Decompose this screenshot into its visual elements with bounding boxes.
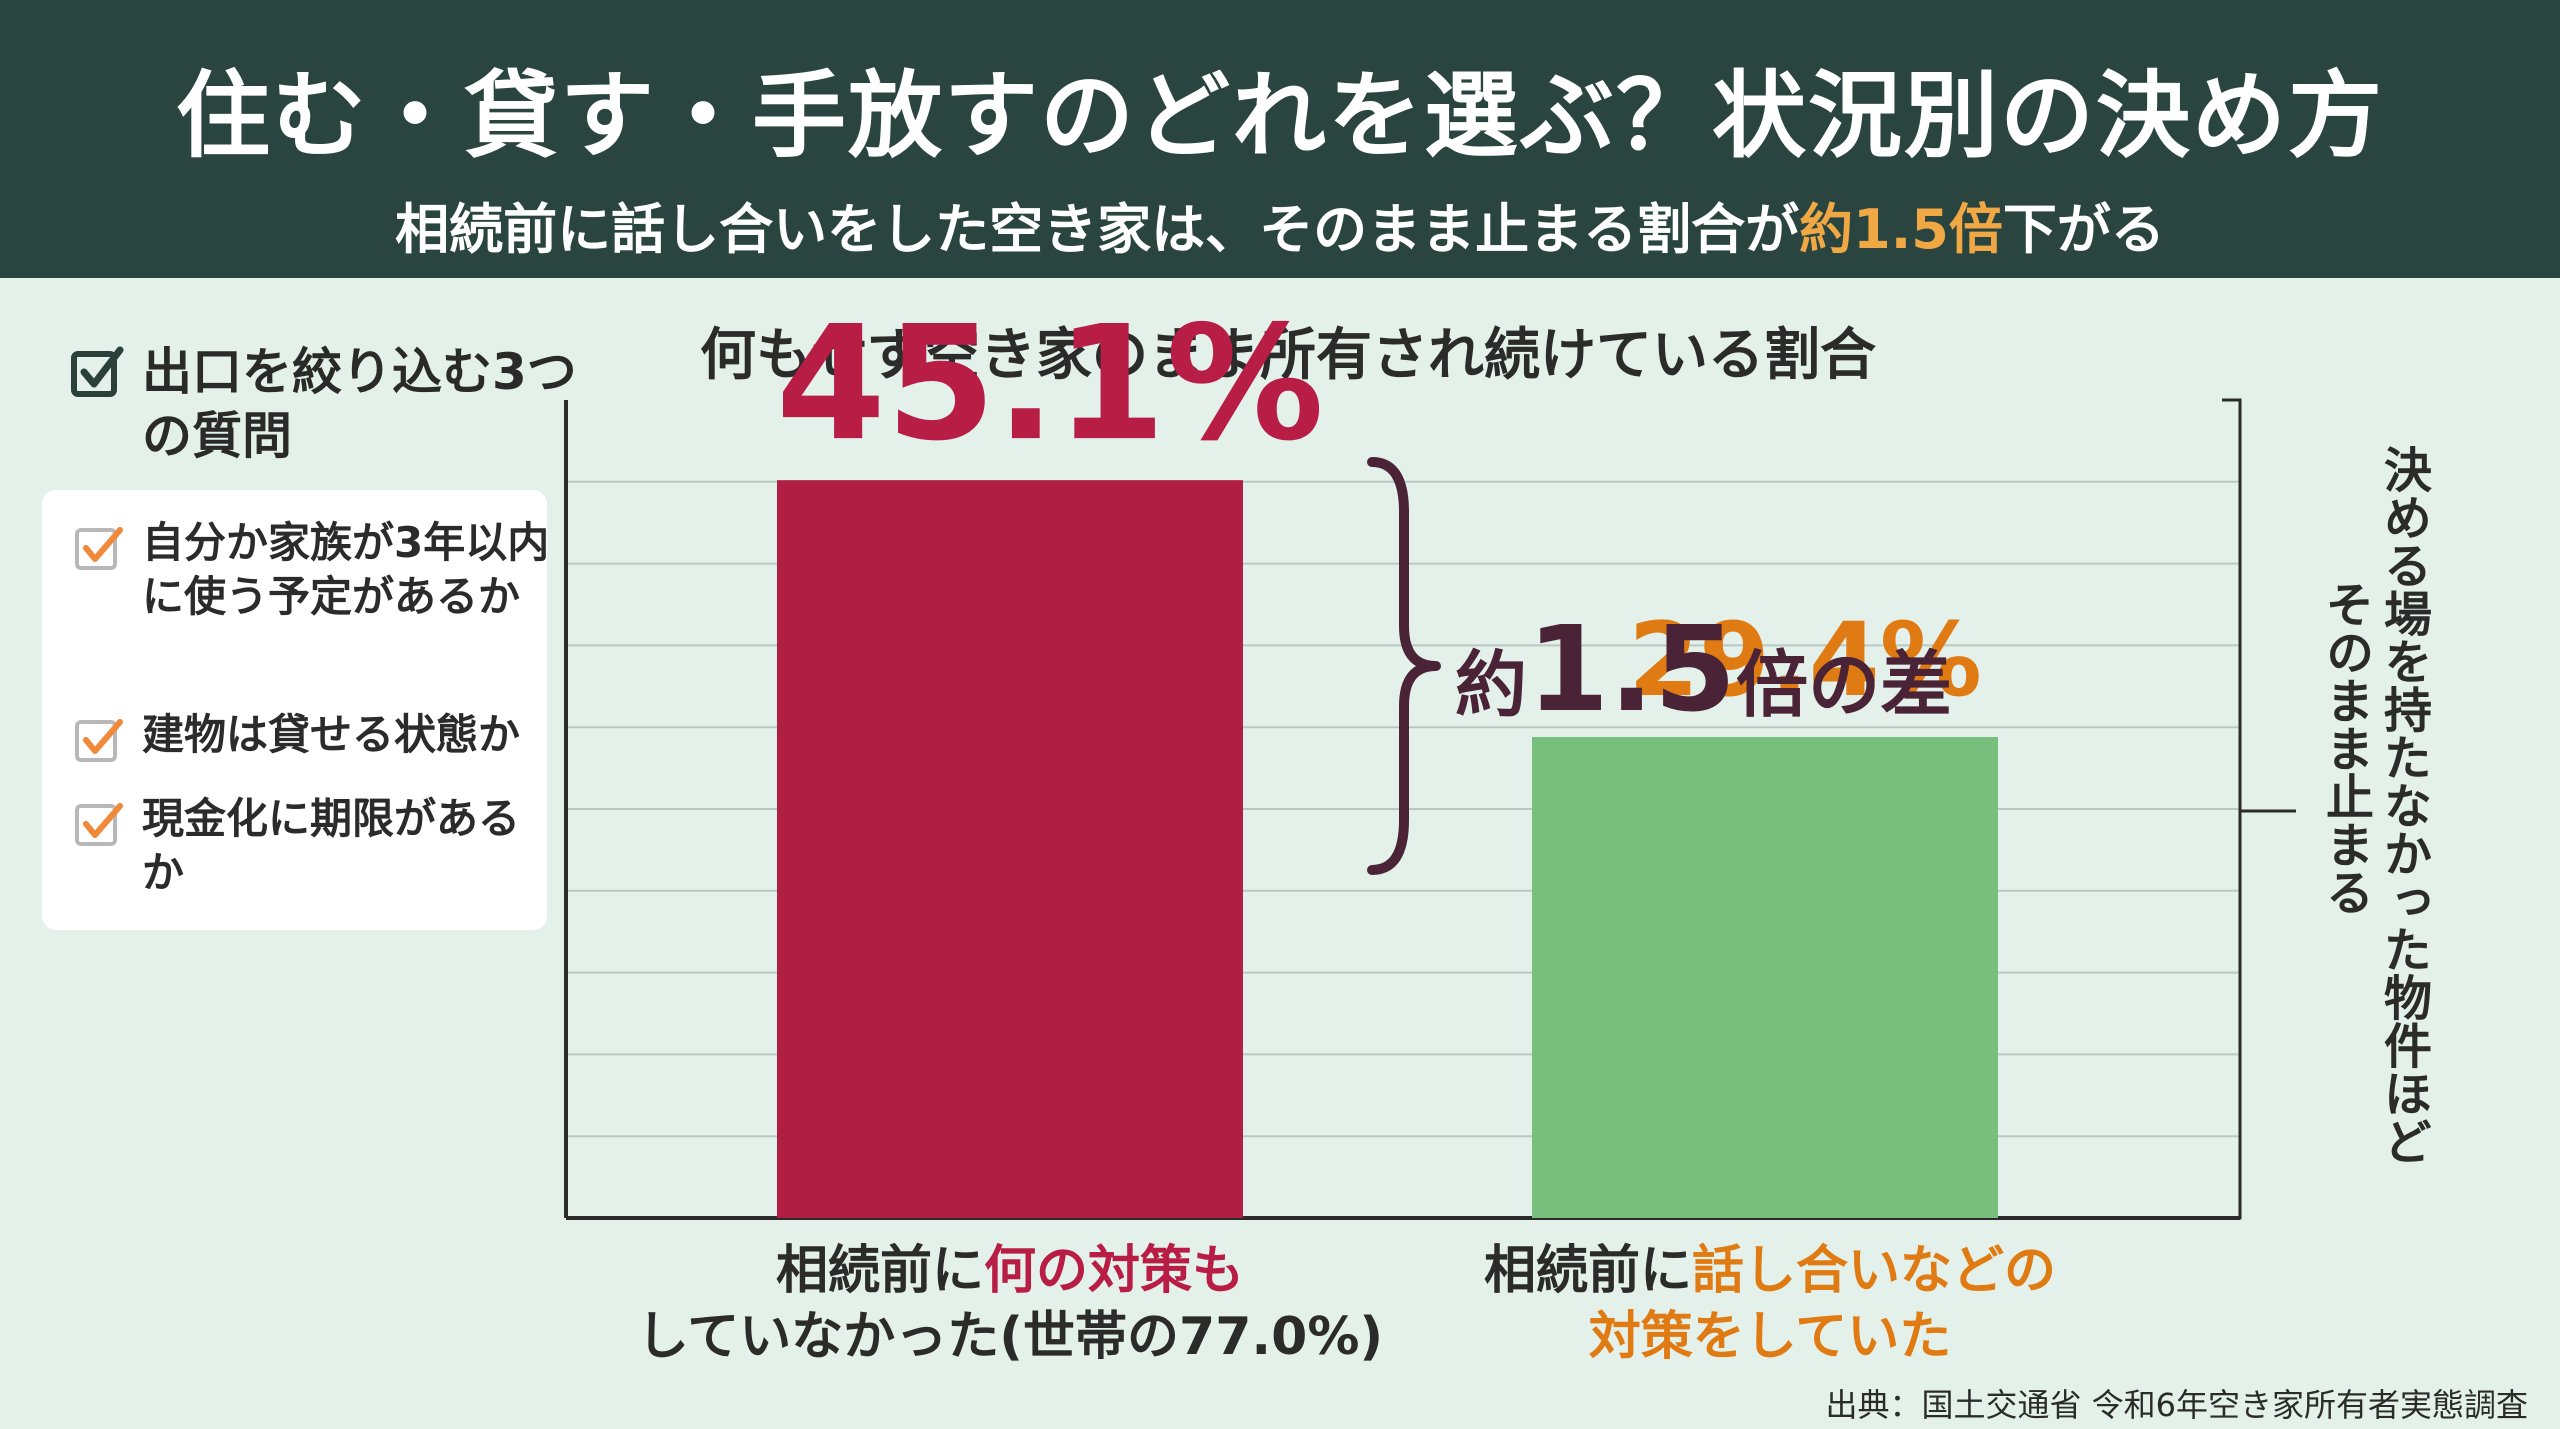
chart-title: 何もせず空き家のまま所有され続けている割合 (700, 323, 1876, 388)
checkbox-icon (74, 716, 124, 779)
difference-brace (1367, 457, 1441, 875)
data-label: 29.4% (1628, 601, 1982, 720)
x-axis-label-2-line2: 対策をしていた (1588, 1307, 1952, 1367)
x-axis-label-highlight: 何の対策も (984, 1241, 1245, 1301)
difference-label-pre: 約 (1455, 643, 1528, 727)
difference-label-post: 倍の差 (1736, 643, 1953, 727)
subtitle-text-end: 下がる (2002, 198, 2165, 261)
x-axis-label-text: 相続前に (1483, 1241, 1692, 1301)
data-label: 45.1% (776, 292, 1324, 476)
x-axis-label-1-line2: していなかった(世帯の77.0%) (636, 1307, 1384, 1367)
x-axis-label-highlight: 話し合いなどの (1692, 1241, 2057, 1301)
checklist-item-text: 建物は貸せる状態か (142, 710, 521, 759)
bar (777, 480, 1243, 1218)
side-note-line2: そのまま止まる (2317, 580, 2373, 916)
source-note: 出典：国土交通省 令和6年空き家所有者実態調査 (1825, 1386, 2528, 1424)
x-axis-label-1: 相続前に何の対策も していなかった(世帯の77.0%) (620, 1238, 1400, 1370)
checklist-title-text: 出口を絞り込む3つの質問 (142, 343, 577, 465)
side-note-line1: 決める場を持たなかった物件ほど (2375, 445, 2431, 1165)
checkbox-checked-icon (70, 346, 124, 415)
difference-label: 約1.5倍の差 (1455, 600, 1952, 738)
checkbox-icon (74, 800, 124, 863)
header-banner: 住む・貸す・手放すのどれを選ぶ？状況別の決め方 相続前に話し合いをした空き家は、… (0, 0, 2560, 278)
page-subtitle: 相続前に話し合いをした空き家は、そのまま止まる割合が約1.5倍下がる (0, 185, 2560, 264)
checklist-item-text: 現金化に期限があるか (142, 794, 521, 897)
x-axis-label-2: 相続前に話し合いなどの 対策をしていた (1400, 1238, 2140, 1370)
bar (1532, 737, 1998, 1218)
checklist-item-text: 自分か家族が3年以内に使う予定があるか (142, 518, 550, 621)
subtitle-text: 相続前に話し合いをした空き家は、そのまま止まる割合が (395, 198, 1800, 261)
checkbox-icon (74, 524, 124, 587)
subtitle-highlight: 約1.5倍 (1799, 198, 2003, 261)
side-bracket (2222, 398, 2296, 1220)
difference-label-value: 1.5 (1527, 600, 1737, 738)
x-axis-label-text: 相続前に (775, 1241, 984, 1301)
checklist-card: 自分か家族が3年以内に使う予定があるか 建物は貸せる状態か 現金化に期限があるか (42, 490, 549, 930)
x-axis-label-1-line1: 相続前に何の対策も (620, 1238, 1400, 1304)
x-axis-label-2-line1: 相続前に話し合いなどの (1400, 1238, 2140, 1304)
page-title: 住む・貸す・手放すのどれを選ぶ？状況別の決め方 (175, 62, 2384, 171)
